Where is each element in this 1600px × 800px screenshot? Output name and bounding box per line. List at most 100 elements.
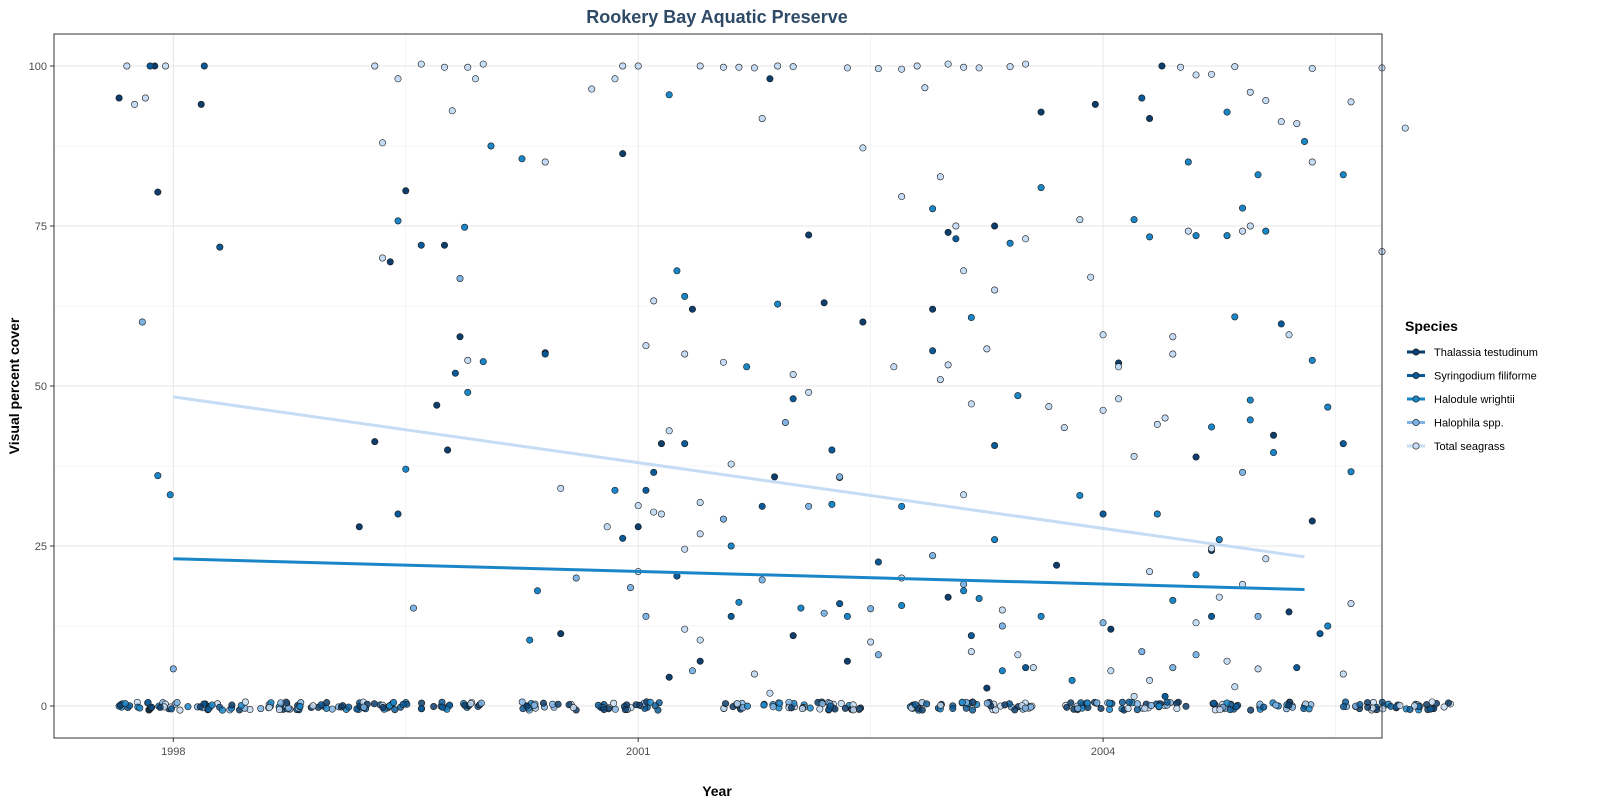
data-point [929, 552, 937, 560]
data-point [936, 173, 944, 181]
data-point [1115, 363, 1123, 371]
data-point [665, 673, 673, 681]
data-point [998, 606, 1006, 614]
data-point [619, 62, 627, 70]
data-point [642, 612, 650, 620]
data-point-zero [379, 703, 387, 711]
data-point [1158, 62, 1166, 70]
data-point [1285, 608, 1293, 616]
data-point [952, 222, 960, 230]
data-point-zero [1155, 702, 1163, 710]
data-point-zero [958, 698, 966, 706]
data-point [1161, 692, 1169, 700]
data-point [138, 318, 146, 326]
data-point [735, 63, 743, 71]
data-point [115, 94, 123, 102]
data-point [758, 576, 766, 584]
data-point [1045, 402, 1053, 410]
data-point [1239, 227, 1247, 235]
data-point [394, 510, 402, 518]
data-point [719, 63, 727, 71]
data-point [1192, 571, 1200, 579]
data-point-zero [1133, 700, 1141, 708]
data-point-zero [309, 702, 317, 710]
data-point [998, 622, 1006, 630]
data-point [774, 300, 782, 308]
data-point [967, 648, 975, 656]
data-point-zero [1285, 701, 1293, 709]
data-point [1115, 395, 1123, 403]
data-point-zero [296, 702, 304, 710]
data-point [789, 370, 797, 378]
data-point-zero [646, 698, 654, 706]
data-point [975, 594, 983, 602]
data-point [1184, 227, 1192, 235]
data-point [154, 472, 162, 480]
data-point [859, 144, 867, 152]
data-point [944, 361, 952, 369]
data-point [789, 395, 797, 403]
data-point-zero [1141, 704, 1149, 712]
data-point [944, 228, 952, 236]
data-point [1014, 392, 1022, 400]
data-point [634, 523, 642, 531]
data-point-zero [1182, 702, 1190, 710]
data-point [874, 651, 882, 659]
data-point-zero [1379, 705, 1387, 713]
data-point [1192, 619, 1200, 627]
data-point [1308, 356, 1316, 364]
data-point-zero [176, 706, 184, 714]
data-point-zero [918, 706, 926, 714]
data-point-zero [849, 706, 857, 714]
y-tick-label: 0 [41, 701, 47, 713]
data-point [1037, 108, 1045, 116]
data-point-zero [1118, 698, 1126, 706]
data-point [727, 612, 735, 620]
data-point [665, 91, 673, 99]
data-point [944, 60, 952, 68]
data-point [696, 530, 704, 538]
data-point [1037, 184, 1045, 192]
data-point [1277, 118, 1285, 126]
data-point-zero [1021, 704, 1029, 712]
data-point [611, 75, 619, 83]
data-point [774, 62, 782, 70]
data-point-zero [1147, 702, 1155, 710]
x-tick-label: 2001 [626, 746, 650, 758]
data-point-zero [1097, 704, 1105, 712]
data-point-zero [837, 699, 845, 707]
data-point [1076, 216, 1084, 224]
chart-title: Rookery Bay Aquatic Preserve [586, 7, 847, 27]
data-point [1169, 596, 1177, 604]
data-point-zero [969, 698, 977, 706]
data-point [1087, 273, 1095, 281]
data-point-zero [1247, 706, 1255, 714]
data-point [1184, 158, 1192, 166]
data-point [681, 625, 689, 633]
data-point [1022, 664, 1030, 672]
data-point [626, 584, 634, 592]
data-point [967, 400, 975, 408]
data-point [479, 358, 487, 366]
data-point [1339, 670, 1347, 678]
data-point-zero [430, 702, 438, 710]
data-point [727, 460, 735, 468]
data-point [696, 498, 704, 506]
data-point [1262, 97, 1270, 105]
data-point-zero [156, 703, 164, 711]
data-point [805, 502, 813, 510]
data-point-zero [1223, 699, 1231, 707]
data-point [440, 241, 448, 249]
data-point-zero [523, 702, 531, 710]
data-point [750, 64, 758, 72]
data-point-zero [208, 701, 216, 709]
data-point-zero [632, 701, 640, 709]
data-point-zero [228, 701, 236, 709]
data-point [1130, 452, 1138, 460]
data-point [141, 94, 149, 102]
data-point [197, 100, 205, 108]
data-point [1169, 333, 1177, 341]
data-point [719, 515, 727, 523]
data-point-zero [1305, 705, 1313, 713]
x-tick-label: 1998 [161, 746, 185, 758]
